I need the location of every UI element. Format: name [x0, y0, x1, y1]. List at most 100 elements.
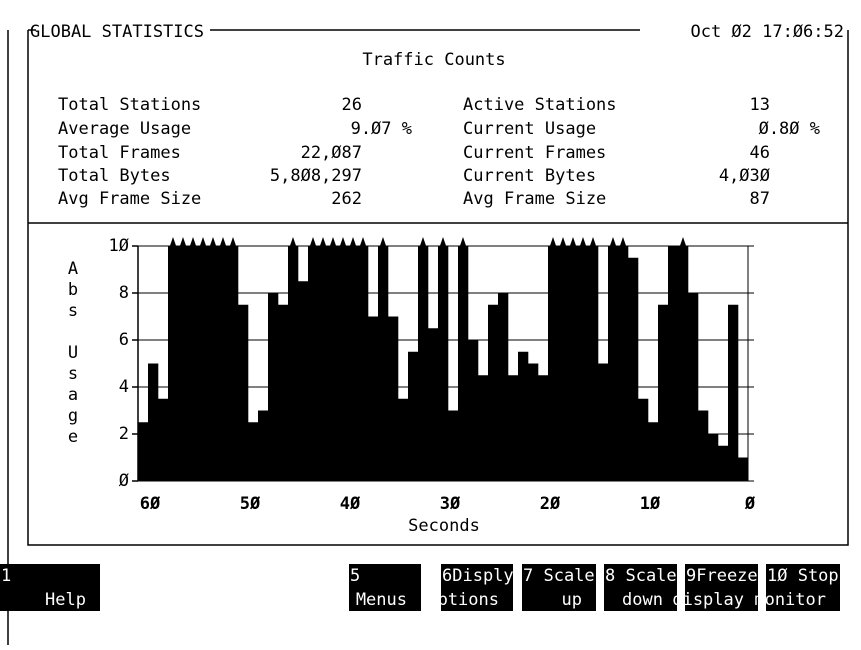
bar [368, 316, 379, 481]
bar [578, 246, 589, 481]
stat-value: Ø.8Ø % [759, 119, 820, 139]
overflow-marker [168, 237, 178, 250]
bar [348, 246, 359, 481]
bar [178, 246, 189, 481]
function-keys: 1 Help 5 Menus 6Disply options 7 Scale up 8 Scal… [0, 564, 840, 611]
overflow-marker [438, 237, 448, 250]
y-axis-label-char: A [68, 259, 78, 279]
function-key-number: 5 [350, 566, 360, 586]
overflow-marker [178, 237, 188, 250]
stat-label: Total Bytes [58, 166, 171, 186]
function-key-label: up [562, 590, 582, 610]
overflow-marker [288, 237, 298, 250]
overflow-marker [318, 237, 328, 250]
overflow-marker [188, 237, 198, 250]
y-axis-label-char: s [68, 301, 78, 321]
stat-value: 46 [750, 143, 770, 163]
overflow-marker [548, 237, 558, 250]
bar [618, 246, 629, 481]
bar [238, 304, 249, 481]
bar [198, 246, 209, 481]
bar [718, 445, 729, 481]
function-key-label: display [672, 590, 744, 610]
function-key-label: options [427, 590, 499, 610]
function-key[interactable] [522, 564, 596, 611]
bar [498, 293, 509, 481]
function-key[interactable] [441, 564, 513, 611]
x-tick-label: 3Ø [440, 494, 461, 514]
overflow-marker [558, 237, 568, 250]
bar [418, 246, 429, 481]
frame [7, 29, 849, 645]
bar [268, 293, 279, 481]
function-key[interactable] [766, 564, 840, 611]
overflow-marker [228, 237, 238, 250]
bar [698, 410, 709, 481]
stat-value: 26 [342, 95, 362, 115]
datetime: Oct Ø2 17:Ø6:52 [690, 22, 844, 42]
overflow-marker [578, 237, 588, 250]
bar [218, 246, 229, 481]
overflow-marker [418, 237, 428, 250]
stat-label: Avg Frame Size [58, 189, 201, 209]
x-tick-label: 5Ø [240, 494, 261, 514]
bar [168, 246, 179, 481]
bar [518, 351, 529, 481]
bar [288, 246, 299, 481]
bar [358, 246, 369, 481]
y-tick-label: 1Ø [109, 236, 129, 256]
bar [298, 281, 309, 481]
bar [148, 363, 159, 481]
screen-title: GLOBAL STATISTICS [30, 22, 204, 42]
x-tick-label: 6Ø [140, 494, 161, 514]
overflow-marker [348, 237, 358, 250]
stat-label: Current Frames [463, 143, 606, 163]
x-tick-label: 4Ø [340, 494, 361, 514]
function-key-number: 1 [1, 566, 11, 586]
overflow-marker [568, 237, 578, 250]
stat-value: 4,Ø3Ø [719, 166, 770, 186]
bar [648, 422, 659, 481]
function-key-label: Menus [356, 590, 407, 610]
bar [438, 246, 449, 481]
x-tick-label: 1Ø [640, 494, 661, 514]
function-key-label: down [622, 590, 663, 610]
overflow-marker [678, 237, 688, 250]
bar [258, 410, 269, 481]
bar [658, 304, 669, 481]
function-key[interactable] [685, 564, 758, 611]
function-key[interactable] [604, 564, 677, 611]
function-key[interactable] [349, 564, 421, 611]
y-tick-label: Ø [119, 471, 129, 491]
overflow-marker [358, 237, 368, 250]
y-axis-label-char: s [68, 364, 78, 384]
panel-border [27, 30, 849, 546]
overflow-marker [618, 237, 628, 250]
function-key-number: 7 Scale [523, 566, 595, 586]
bar [538, 375, 549, 481]
bar [208, 246, 219, 481]
bar [628, 257, 639, 481]
y-tick-label: 6 [119, 330, 129, 350]
bar [228, 246, 239, 481]
y-axis-label-char: U [68, 343, 78, 363]
bar [328, 246, 339, 481]
stat-label: Active Stations [463, 95, 617, 115]
y-axis-label-char: a [68, 385, 78, 405]
bar [468, 340, 479, 481]
bar [478, 375, 489, 481]
overflow-marker [608, 237, 618, 250]
function-key[interactable] [0, 564, 100, 611]
y-tick-label: 4 [119, 377, 129, 397]
bar [378, 246, 389, 481]
stats-title: Traffic Counts [362, 50, 505, 70]
function-key-label: monitor [754, 590, 826, 610]
bar [508, 375, 519, 481]
overflow-marker [378, 237, 388, 250]
y-tick-label: 8 [119, 283, 129, 303]
overflow-marker [338, 237, 348, 250]
bar [138, 422, 149, 481]
stat-label: Current Bytes [463, 166, 596, 186]
